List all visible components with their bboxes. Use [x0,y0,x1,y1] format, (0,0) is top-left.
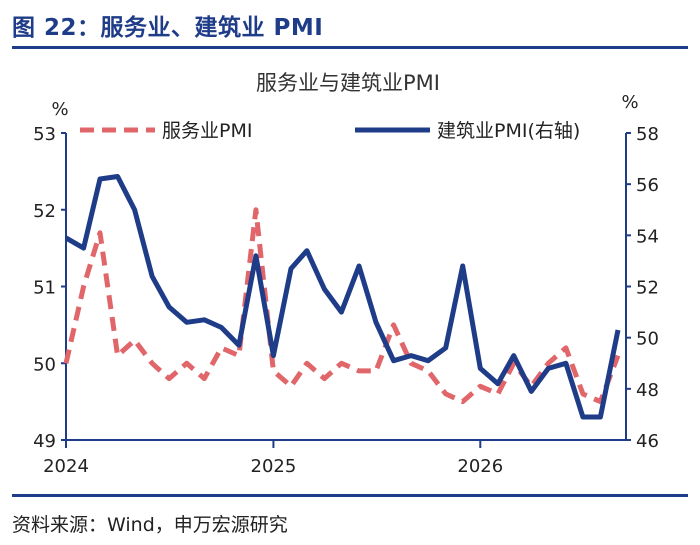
x-tick-label: 2025 [251,456,297,477]
x-tick-label: 2024 [43,456,89,477]
plot-area [63,174,621,420]
left-tick-label: 53 [33,124,56,145]
title-rule [12,46,688,49]
legend-label-services: 服务业PMI [162,120,252,142]
right-tick-label: 54 [636,226,659,247]
left-tick-label: 49 [33,431,56,452]
right-tick-label: 52 [636,278,659,299]
right-axis-unit: % [621,92,638,113]
axes: 49 50 51 52 53 46 48 50 52 54 56 58 2024 2025 2026 [33,124,659,477]
x-tick-label: 2026 [457,456,503,477]
right-tick-label: 48 [636,380,659,401]
figure-title: 图 22：服务业、建筑业 PMI [12,15,324,41]
legend: 服务业PMI 建筑业PMI(右轴) [80,120,580,142]
right-tick-label: 50 [636,329,659,350]
source-rule [12,494,688,497]
legend-label-construction: 建筑业PMI(右轴) [437,120,580,142]
source-note: 资料来源：Wind，申万宏源研究 [12,514,288,536]
right-tick-label: 58 [636,124,659,145]
right-tick-label: 46 [636,431,659,452]
left-tick-label: 51 [33,278,56,299]
chart: 服务业与建筑业PMI % % 服务业PMI 建筑业PMI(右轴) 49 50 51 5… [33,71,659,477]
left-tick-label: 50 [33,354,56,375]
left-axis-unit: % [51,99,68,120]
left-tick-label: 52 [33,201,56,222]
series-line-construction [64,174,621,420]
right-tick-label: 56 [636,175,659,196]
chart-title: 服务业与建筑业PMI [256,71,440,95]
